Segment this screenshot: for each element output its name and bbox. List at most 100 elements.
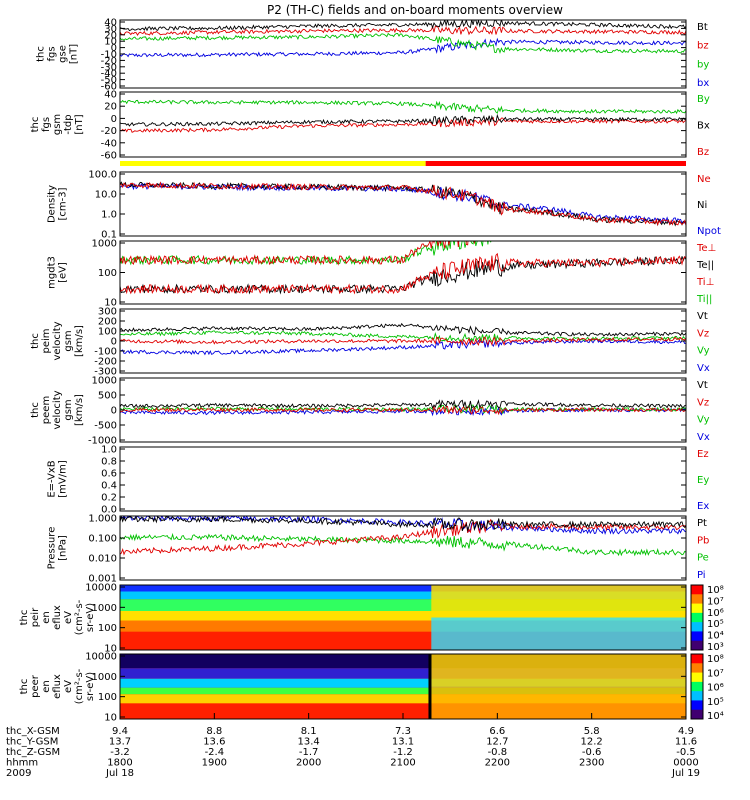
mode-bar-fast xyxy=(425,161,686,166)
ytick-label: 100 xyxy=(98,692,117,703)
ylabel-line: thc xyxy=(30,402,41,418)
panel-fgs-gsm-ylabel: thcfgsgsm-tdp[nT] xyxy=(30,114,85,135)
xaxis-value: 5.8 xyxy=(584,726,600,737)
panel-peem-vel-content xyxy=(120,399,686,417)
legend-entry-fgs-gse: bz xyxy=(697,41,709,52)
legend-entry-temp: Ti|| xyxy=(696,294,712,305)
xaxis-value: 12.7 xyxy=(486,737,508,748)
colorbar-segment xyxy=(691,663,703,674)
series-Vt xyxy=(120,399,686,410)
ytick-label: -50 xyxy=(101,75,117,86)
panel-pressure: Pressure[nPa] 1.000 0.100 0.010 0.001 Pt Pb Pe P… xyxy=(47,514,710,585)
series-Te⊥ xyxy=(120,252,686,295)
series-Bt xyxy=(120,20,686,32)
ylabel-line: Pressure xyxy=(47,527,58,570)
panel-temp-bg xyxy=(120,241,686,304)
xaxis-value: -1.2 xyxy=(393,747,413,758)
xaxis-value: -0.5 xyxy=(676,747,696,758)
ylabel-line: (cm²-s- xyxy=(74,599,85,635)
colorbar-label: 10³ xyxy=(707,642,724,653)
ytick-label: -200 xyxy=(94,357,117,368)
ytick-label: 1000 xyxy=(92,603,117,614)
xaxis-row-label: thc_Y-GSM xyxy=(6,737,58,748)
ytick-label: 200 xyxy=(98,317,117,328)
xaxis-value: 1900 xyxy=(202,758,227,769)
ytick-label: -40 xyxy=(101,138,117,149)
ytick-label: -300 xyxy=(94,367,117,378)
ylabel-line: [km/s] xyxy=(74,394,85,426)
xaxis-value: -3.2 xyxy=(110,747,130,758)
colorbar-label: 10⁸ xyxy=(707,585,724,596)
ytick-label: -10 xyxy=(101,50,117,61)
xaxis-value: 13.4 xyxy=(298,737,320,748)
panel-peir-spec-content xyxy=(120,585,686,650)
legend-entry-peem-vel: Vy xyxy=(697,415,710,426)
colorbar-segment xyxy=(691,603,703,614)
legend-entry-temp: Ti⊥ xyxy=(696,277,714,288)
ylabel-line: eflux xyxy=(52,605,63,630)
ytick-label: 300 xyxy=(98,307,117,318)
series-Bx xyxy=(120,113,686,127)
panel-density: Density[cm-3] 100.0 10.0 1.0 0.1 Ne Ni Npot xyxy=(47,170,721,241)
legend-entry-pressure: Pb xyxy=(697,535,709,546)
series-Ti|| xyxy=(120,241,492,266)
xaxis-row-label: thc_X-GSM xyxy=(6,726,60,737)
ytick-label: -40 xyxy=(101,69,117,80)
colorbar-segment xyxy=(691,594,703,605)
colorbar-segment xyxy=(691,622,703,632)
ytick-label: 10 xyxy=(104,644,117,655)
legend-entry-density: Ni xyxy=(697,200,707,211)
xaxis-value: 7.3 xyxy=(395,726,411,737)
series-Pe xyxy=(120,532,686,557)
legend-entry-pressure: Pi xyxy=(697,570,706,581)
spectrogram-late-region xyxy=(431,585,686,618)
panel-fgs-gsm-frame xyxy=(119,91,687,158)
series-by xyxy=(120,32,686,54)
ylabel-line: gsm xyxy=(63,330,74,351)
ylabel-line: velocity xyxy=(52,321,63,360)
spectrogram-band xyxy=(120,687,686,695)
panel-peim-vel-content xyxy=(120,322,686,356)
legend-entry-peem-vel: Vt xyxy=(697,380,708,391)
ylabel-line: fgs xyxy=(47,46,58,61)
spectrogram-band xyxy=(120,678,686,688)
panel-temp: mgdt3[eV] 1000 100 10 Te⊥ Te|| Ti⊥ Ti|| xyxy=(47,239,717,309)
ylabel-line: thc xyxy=(30,117,41,133)
ylabel-line: [nT] xyxy=(69,44,80,64)
ytick-label: 0 xyxy=(111,43,117,54)
xaxis-value: 4.9 xyxy=(678,726,694,737)
ytick-label: 40 xyxy=(104,90,117,101)
ytick-label: 1000 xyxy=(92,376,117,387)
series-Vt xyxy=(120,322,686,337)
ylabel-line: fgs xyxy=(41,117,52,132)
xaxis-value: -0.8 xyxy=(488,747,508,758)
series-Vz xyxy=(120,405,686,416)
legend-entry-peim-vel: Vx xyxy=(697,363,710,374)
ylabel-line: velocity xyxy=(52,390,63,429)
ytick-label: 0.6 xyxy=(101,469,117,480)
xaxis-value: 0000 xyxy=(673,758,698,769)
ylabel-line: E=-VxB xyxy=(47,460,58,497)
ytick-label: 0.0 xyxy=(101,505,117,516)
ylabel-line: sr-eV) xyxy=(85,672,96,701)
colorbar-label: 10⁷ xyxy=(707,596,724,607)
colorbar-segment xyxy=(691,700,703,711)
ylabel-line: en xyxy=(41,611,52,624)
colorbar-segment xyxy=(691,691,703,701)
ytick-label: 10.0 xyxy=(95,190,117,201)
ylabel-line: Density xyxy=(47,185,58,223)
xaxis-value: -2.4 xyxy=(205,747,225,758)
spectrogram-band xyxy=(120,620,686,632)
spectrogram-band xyxy=(120,668,686,679)
ytick-label: -60 xyxy=(101,151,117,162)
ylabel-line: [km/s] xyxy=(74,325,85,357)
ylabel-line: eV xyxy=(63,611,74,624)
panel-peir-spec-ylabel: thcpeirenefluxeV(cm²-s-sr-eV) xyxy=(19,599,96,635)
spectrogram-late-region xyxy=(431,617,686,650)
panel-peir-spec-frame xyxy=(119,584,687,651)
colorbar-segment xyxy=(691,585,703,595)
xaxis-value: 1800 xyxy=(107,758,132,769)
xaxis-value: Jul 19 xyxy=(671,768,700,779)
ytick-label: 10000 xyxy=(85,652,117,663)
